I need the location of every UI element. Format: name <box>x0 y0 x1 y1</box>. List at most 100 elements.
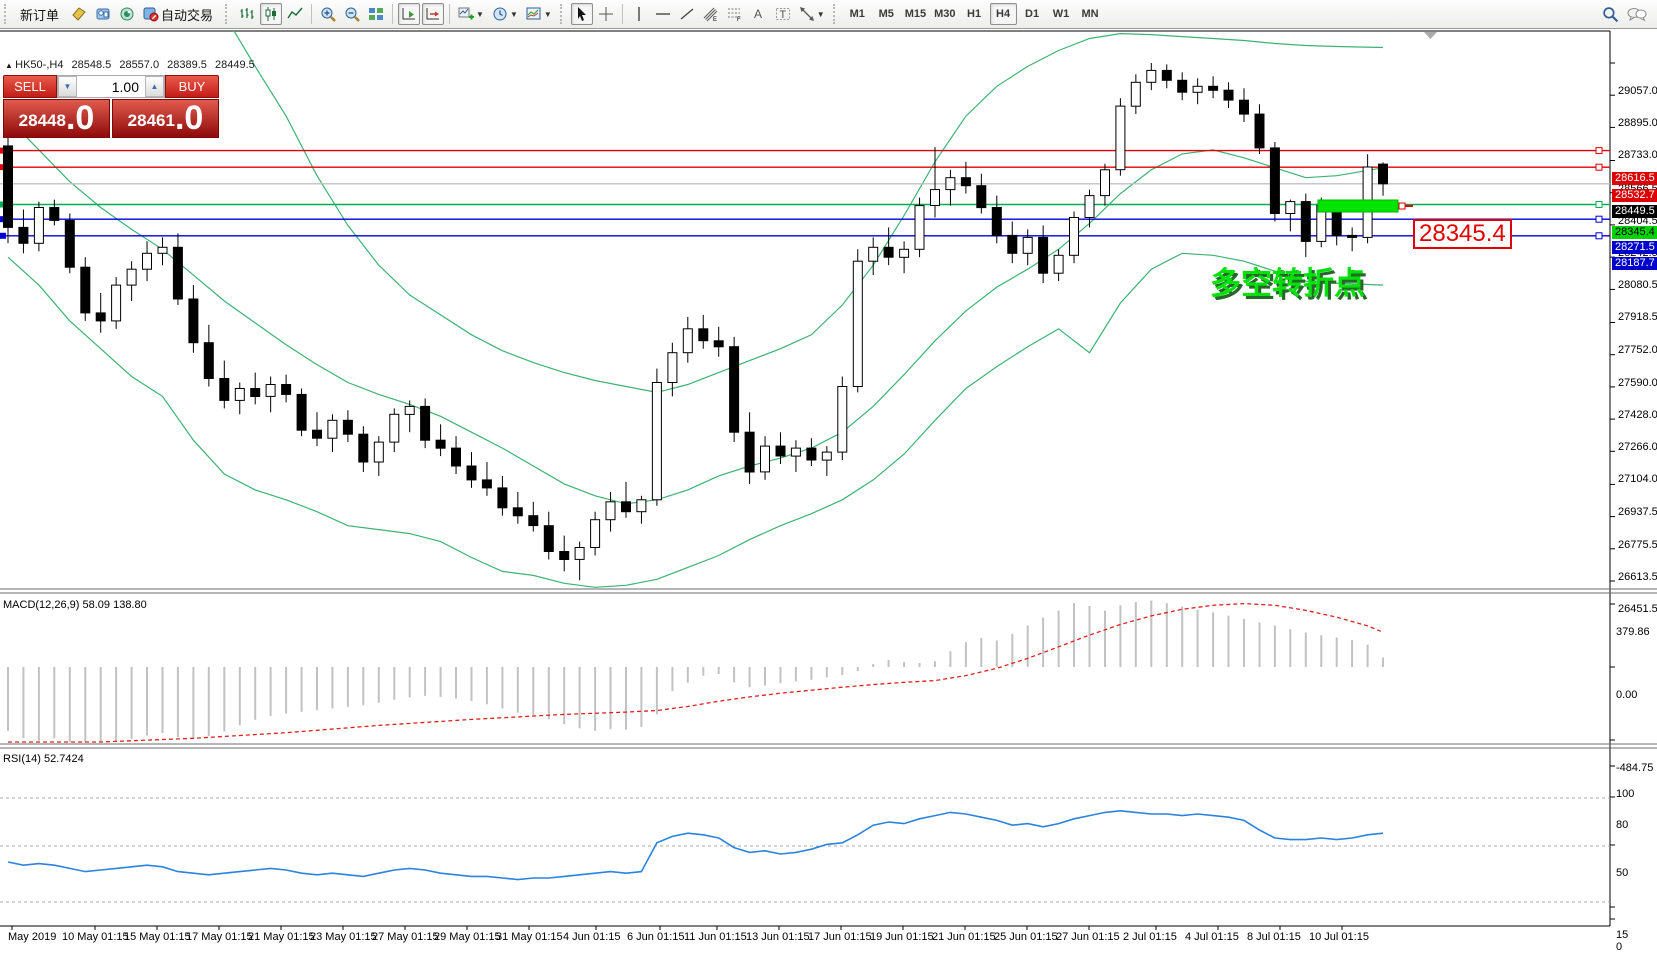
candle-body <box>80 266 91 314</box>
toolbar-grip[interactable] <box>832 4 840 24</box>
candle <box>667 342 678 397</box>
templates-button[interactable]: ▼ <box>523 3 555 25</box>
macd-main-value: 58.09 <box>82 599 111 611</box>
sell-price-pips: .0 <box>65 99 95 137</box>
tab-timeframe-m1[interactable]: M1 <box>849 8 865 20</box>
tab-timeframe-m30[interactable]: M30 <box>934 8 956 20</box>
chat-button[interactable] <box>1624 3 1650 25</box>
candle-body <box>18 226 29 244</box>
line-chart-button[interactable] <box>284 3 306 25</box>
crosshair-icon <box>598 7 613 21</box>
candle-body <box>1130 81 1141 107</box>
text-tool[interactable]: A <box>748 3 770 25</box>
candle <box>389 408 400 453</box>
candle-body <box>64 220 75 268</box>
crosshair-tool-button[interactable] <box>595 3 617 25</box>
candle-body <box>1038 236 1049 274</box>
candle-body <box>806 447 817 461</box>
candle-body <box>1269 147 1280 214</box>
tab-timeframe-d1[interactable]: D1 <box>1025 8 1040 20</box>
market-watch-icon[interactable] <box>92 3 114 25</box>
candlestick-chart-button[interactable] <box>260 3 283 25</box>
zoom-out-icon <box>345 7 360 22</box>
candle <box>126 261 137 301</box>
toolbar-grip[interactable] <box>559 4 567 24</box>
new-order-label: 新订单 <box>20 7 60 23</box>
candle-body <box>250 388 261 397</box>
tab-timeframe-m5[interactable]: M5 <box>878 8 894 20</box>
collapse-triangle-icon[interactable]: ▲ <box>5 61 16 70</box>
candle <box>234 382 245 415</box>
bar-chart-icon <box>240 8 254 19</box>
chart-ohlc-header: ▲ HK50-,H4 28548.5 28557.0 28389.5 28449… <box>5 59 260 71</box>
tab-timeframe-mn[interactable]: MN <box>1081 8 1099 20</box>
vertical-line-tool[interactable] <box>628 3 650 25</box>
signal-icon[interactable] <box>116 3 138 25</box>
candle <box>790 440 801 472</box>
tab-timeframe-w1[interactable]: W1 <box>1052 8 1070 20</box>
zoom-out-button[interactable] <box>341 3 363 25</box>
toolbar-grip[interactable] <box>4 4 11 24</box>
candle-body <box>497 487 508 509</box>
candle <box>806 438 817 466</box>
horizontal-line-tool[interactable] <box>652 3 674 25</box>
volume-up-button[interactable]: ▲ <box>145 76 164 97</box>
fibonacci-tool[interactable]: F <box>724 3 746 25</box>
toolbar-separator <box>449 4 451 24</box>
toolbar-grip[interactable] <box>225 4 232 24</box>
candle-body <box>698 328 709 342</box>
turning-point-annotation[interactable]: 多空转折点 <box>1210 266 1365 301</box>
search-button[interactable] <box>1599 3 1622 25</box>
tab-timeframe-m15[interactable]: M15 <box>904 8 927 20</box>
tab-timeframe-h1[interactable]: H1 <box>967 8 982 20</box>
bar-chart-button[interactable] <box>236 3 258 25</box>
ticket-icon[interactable] <box>68 3 90 25</box>
candle <box>435 424 446 457</box>
tab-timeframe-h4[interactable]: H4 <box>989 3 1017 25</box>
sell-button[interactable]: SELL <box>3 75 57 98</box>
volume-input[interactable] <box>77 76 145 97</box>
sell-price-box[interactable]: 28448.0 <box>3 99 110 138</box>
text-a-icon: A <box>754 7 762 21</box>
periods-button[interactable]: ▼ <box>489 3 521 25</box>
chevron-down-icon: ▼ <box>509 9 518 19</box>
chart-canvas[interactable] <box>0 28 1657 953</box>
chart-window[interactable]: 29057.0 28895.0 28733.0 28566.5 28404.5 28242… <box>0 28 1657 953</box>
tile-windows-button[interactable] <box>365 3 387 25</box>
chart-shift-button[interactable] <box>422 3 445 25</box>
arrows-tool[interactable]: ▼ <box>796 3 828 25</box>
chevron-down-icon: ▼ <box>816 9 825 19</box>
line-handle <box>1595 147 1603 155</box>
template-icon <box>526 7 541 20</box>
svg-text:A: A <box>754 7 762 21</box>
auto-scroll-button[interactable] <box>398 3 421 25</box>
main-toolbar: 新订单 自动交易 ▼ ▼ <box>0 0 1657 29</box>
candle <box>729 336 740 443</box>
chevron-down-icon: ▼ <box>543 9 552 19</box>
indicators-button[interactable]: ▼ <box>455 3 487 25</box>
trendline-tool[interactable] <box>676 3 698 25</box>
new-order-button[interactable]: 新订单 <box>15 3 66 25</box>
buy-button[interactable]: BUY <box>165 75 219 98</box>
price-callout-label[interactable]: 28345.4 <box>1413 219 1512 249</box>
auto-trading-button[interactable]: 自动交易 <box>140 3 220 25</box>
equidistant-channel-tool[interactable]: E <box>700 3 722 25</box>
arrows-icon <box>799 7 814 21</box>
candle-body <box>296 393 307 431</box>
candle <box>1146 63 1157 91</box>
cursor-tool-button[interactable] <box>570 3 593 25</box>
zoom-in-button[interactable] <box>317 3 339 25</box>
highlight-rect[interactable] <box>1317 199 1399 213</box>
candle <box>1347 227 1358 252</box>
volume-down-button[interactable]: ▼ <box>58 76 77 97</box>
buy-price-box[interactable]: 28461.0 <box>112 99 219 138</box>
svg-text:T: T <box>779 9 786 21</box>
candle-body <box>327 419 338 439</box>
line-chart-icon <box>287 7 303 19</box>
candle <box>960 161 971 194</box>
candle <box>1038 225 1049 284</box>
candle-body <box>667 352 678 384</box>
candle-body <box>188 298 199 344</box>
line-handle <box>1595 215 1603 223</box>
text-label-tool[interactable]: T <box>772 3 794 25</box>
